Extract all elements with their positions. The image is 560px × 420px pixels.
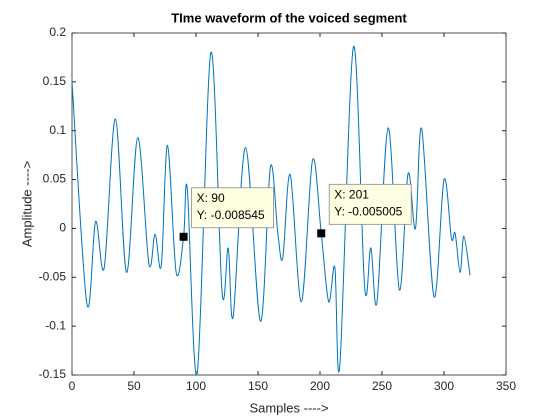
y-tick-label: 0 [59,221,66,235]
chart-title: TIme waveform of the voiced segment [171,10,407,25]
data-tip-marker [317,229,326,238]
x-tick-label: 200 [310,379,330,393]
data-tip-text: X: 90 [197,191,225,205]
x-tick-label: 350 [496,379,516,393]
plot-area [71,32,507,376]
x-tick-label: 100 [186,379,206,393]
x-tick-label: 50 [127,379,141,393]
y-tick-label: -0.1 [45,318,66,332]
line [71,46,471,376]
data-tip-text: Y: -0.005005 [334,204,402,218]
y-tick-label: -0.05 [39,269,67,283]
y-axis-label: Amplitude ----> [19,161,34,247]
x-tick-label: 300 [434,379,454,393]
data-tip-marker [179,232,188,241]
y-tick-label: 0.1 [49,123,66,137]
y-tick-label: 0.15 [43,74,67,88]
data-tip-box [328,183,412,225]
data-tip-box [191,187,275,229]
x-axis-label: Samples ----> [249,400,328,415]
y-tick-label: -0.15 [39,367,67,381]
x-tick-label: 0 [69,379,76,393]
x-tick-label: 150 [248,379,268,393]
x-tick-label: 250 [372,379,392,393]
y-tick-label: 0.2 [49,25,66,39]
y-tick-label: 0.05 [43,172,67,186]
data-tip-text: X: 201 [334,187,369,201]
data-tip-text: Y: -0.008545 [197,208,265,222]
